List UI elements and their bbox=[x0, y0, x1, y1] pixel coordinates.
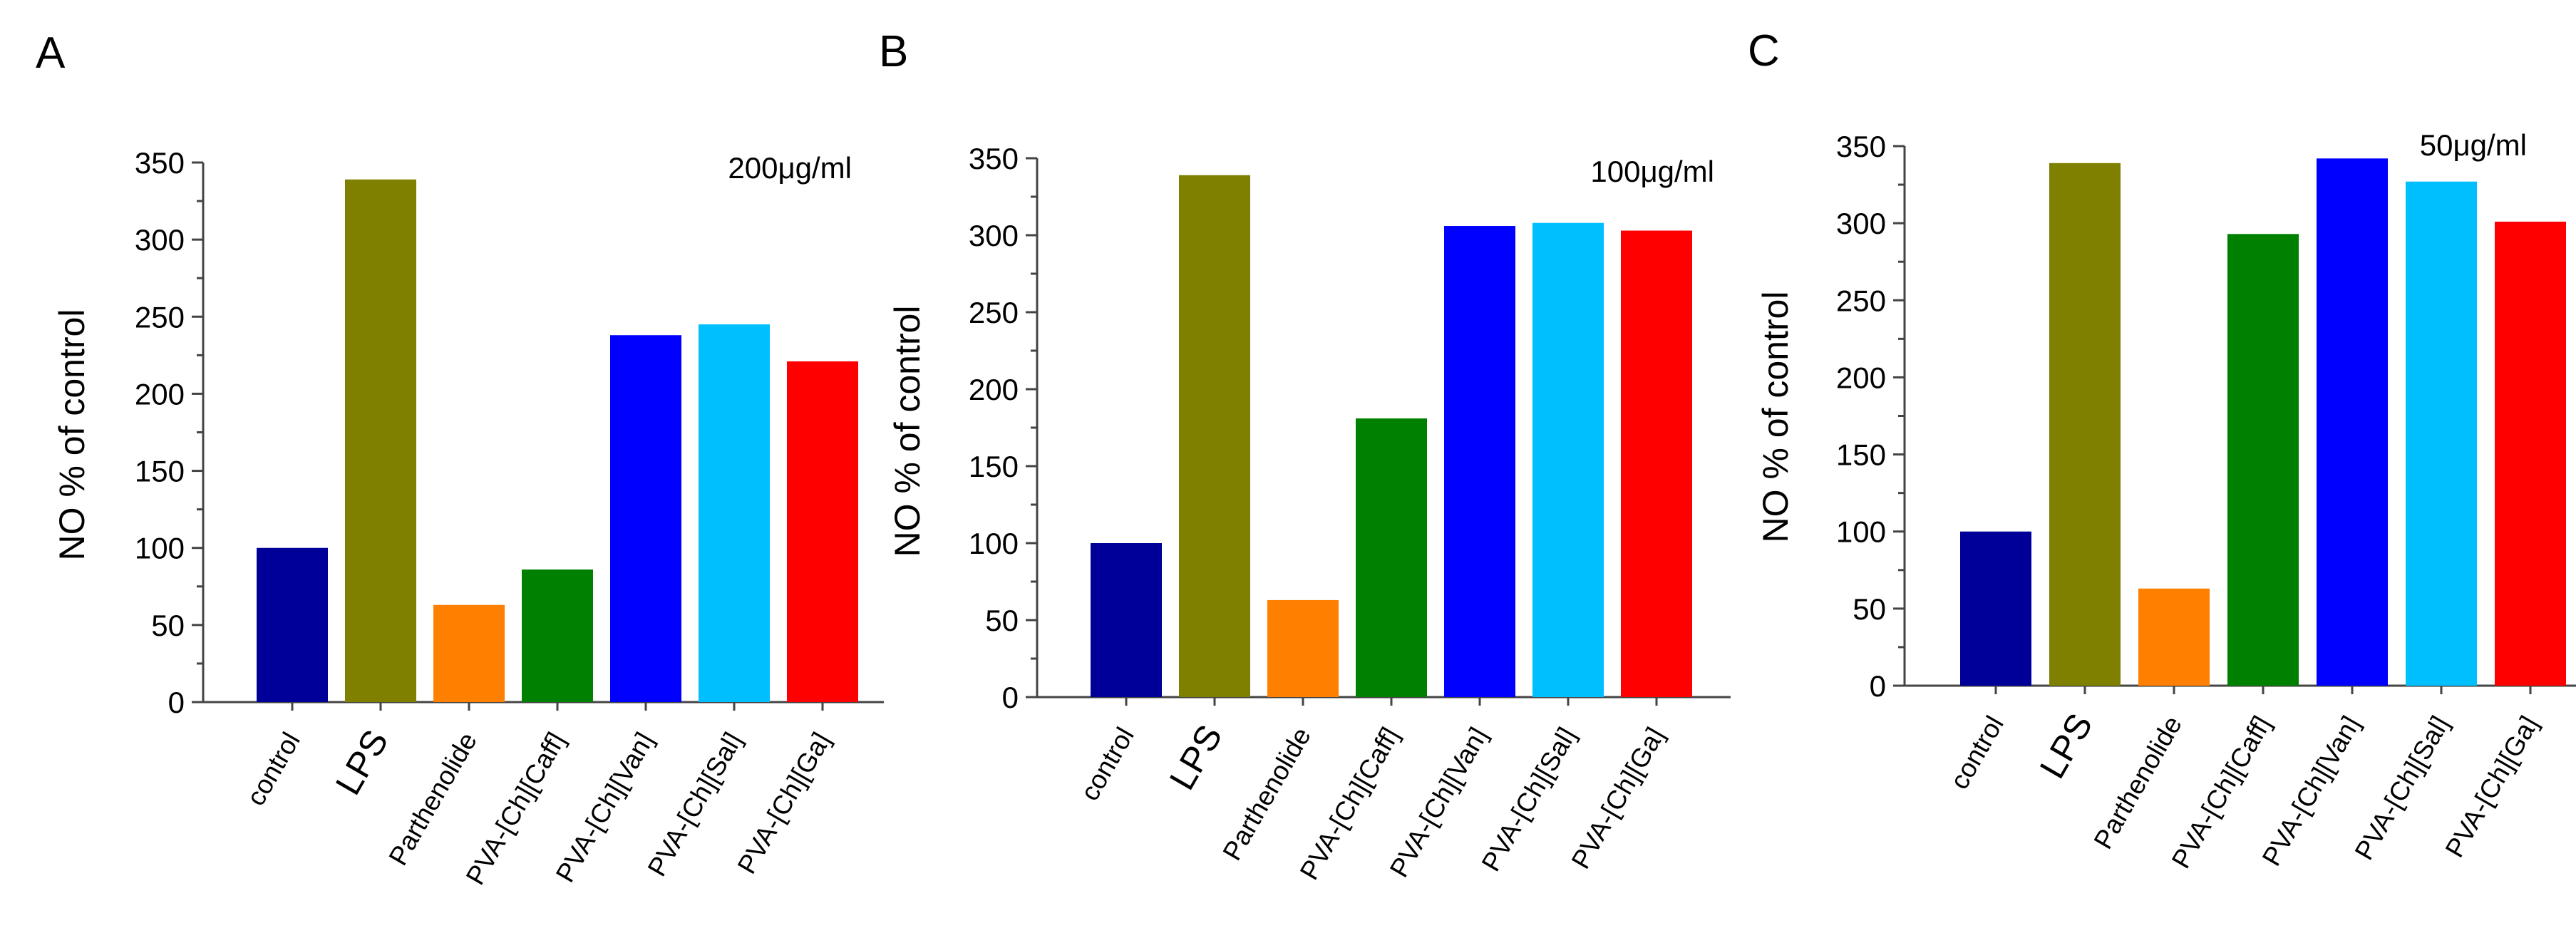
bar-0 bbox=[257, 547, 328, 702]
y-tick-label: 150 bbox=[135, 455, 185, 488]
y-tick-label: 100 bbox=[135, 532, 185, 565]
x-tick-label: PVA-[Ch][Ga] bbox=[732, 728, 836, 879]
bar-1 bbox=[345, 179, 416, 702]
bar-3 bbox=[1356, 418, 1427, 697]
x-tick-label: PVA-[Ch][Sal] bbox=[642, 728, 748, 882]
x-tick-label: Parthenolide bbox=[2088, 711, 2188, 854]
y-tick-label: 150 bbox=[1836, 438, 1886, 472]
bar-5 bbox=[699, 324, 770, 703]
chart-panel-b: B 0 50 100 150 200 250 300 350 NO % of control 100… bbox=[879, 27, 1731, 885]
bar-4 bbox=[610, 335, 681, 702]
y-tick-label: 350 bbox=[1836, 130, 1886, 163]
y-tick-label: 0 bbox=[1002, 681, 1019, 714]
y-tick-label: 300 bbox=[135, 223, 185, 257]
bar-1 bbox=[1179, 175, 1250, 697]
bar-6 bbox=[2495, 221, 2566, 686]
x-tick-label: PVA-[Ch][Van] bbox=[1384, 723, 1493, 882]
bar-2 bbox=[1267, 599, 1339, 697]
bar-0 bbox=[1091, 543, 1162, 697]
bar-1 bbox=[2049, 163, 2121, 686]
bar-3 bbox=[522, 569, 593, 702]
bar-6 bbox=[1621, 230, 1692, 697]
y-tick-label: 300 bbox=[1836, 207, 1886, 240]
x-tick-label: PVA-[Ch][Van] bbox=[550, 728, 659, 887]
x-tick-label: control bbox=[1075, 723, 1140, 806]
bar-4 bbox=[1444, 226, 1515, 697]
panel-label: B bbox=[879, 27, 908, 76]
y-tick-label: 250 bbox=[135, 300, 185, 334]
y-axis-label: NO % of control bbox=[887, 306, 927, 557]
concentration-annotation: 200μg/ml bbox=[728, 151, 852, 185]
x-tick-label: PVA-[Ch][Sal] bbox=[2349, 711, 2455, 865]
y-tick-label: 150 bbox=[969, 450, 1019, 483]
bar-5 bbox=[2406, 181, 2477, 686]
y-tick-label: 50 bbox=[985, 604, 1019, 637]
y-tick-label: 350 bbox=[135, 146, 185, 180]
y-tick-label: 0 bbox=[1870, 669, 1886, 703]
y-tick-label: 0 bbox=[168, 686, 185, 719]
x-tick-label: LPS bbox=[328, 723, 396, 802]
y-tick-label: 200 bbox=[135, 377, 185, 411]
chart-panel-c: C 0 50 100 150 200 250 300 350 NO % of control 50μ… bbox=[1748, 26, 2576, 873]
panel-label: C bbox=[1748, 26, 1780, 76]
y-axis-label: NO % of control bbox=[1756, 292, 1796, 543]
bar-0 bbox=[1960, 531, 2031, 686]
x-tick-label: PVA-[Ch][Van] bbox=[2257, 711, 2366, 871]
y-tick-label: 250 bbox=[1836, 284, 1886, 317]
y-tick-label: 50 bbox=[151, 609, 185, 642]
bar-5 bbox=[1532, 222, 1604, 698]
x-tick-label: PVA-[Ch][Ga] bbox=[2440, 711, 2544, 862]
x-tick-label: LPS bbox=[2032, 707, 2101, 785]
bar-6 bbox=[787, 361, 858, 702]
bar-3 bbox=[2227, 234, 2299, 686]
y-tick-label: 50 bbox=[1853, 592, 1886, 626]
bar-2 bbox=[2138, 588, 2210, 686]
panel-label: A bbox=[36, 29, 66, 78]
y-tick-label: 300 bbox=[969, 219, 1019, 252]
x-tick-label: control bbox=[241, 728, 306, 811]
y-tick-label: 350 bbox=[969, 142, 1019, 175]
concentration-annotation: 100μg/ml bbox=[1590, 155, 1714, 188]
x-tick-label: Parthenolide bbox=[383, 728, 483, 870]
x-tick-label: PVA-[Ch][Sal] bbox=[1476, 723, 1582, 877]
x-tick-label: LPS bbox=[1162, 718, 1230, 797]
x-tick-label: Parthenolide bbox=[1217, 723, 1317, 865]
y-tick-label: 100 bbox=[1836, 515, 1886, 549]
y-tick-label: 250 bbox=[969, 296, 1019, 329]
chart-panel-a: A 0 50 100 150 200 250 300 350 NO % of control 200… bbox=[36, 29, 884, 890]
y-axis-label: NO % of control bbox=[52, 309, 92, 561]
bar-4 bbox=[2317, 158, 2388, 686]
concentration-annotation: 50μg/ml bbox=[2420, 128, 2527, 162]
x-tick-label: PVA-[Ch][Ga] bbox=[1566, 723, 1670, 874]
y-tick-label: 200 bbox=[1836, 361, 1886, 394]
x-tick-label: control bbox=[1944, 711, 2009, 795]
y-tick-label: 200 bbox=[969, 373, 1019, 406]
bar-2 bbox=[433, 604, 505, 702]
y-tick-label: 100 bbox=[969, 527, 1019, 560]
